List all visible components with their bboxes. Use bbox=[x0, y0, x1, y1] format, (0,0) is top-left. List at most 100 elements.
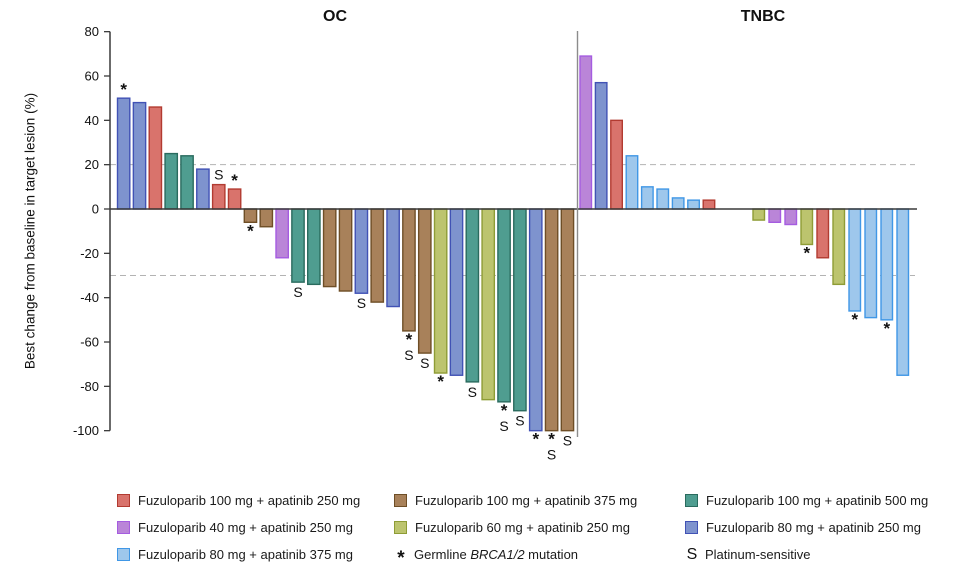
y-tick-label: -20 bbox=[80, 246, 99, 261]
legend-item: S Platinum-sensitive bbox=[685, 541, 928, 568]
brca-mutation-marker: * bbox=[851, 310, 858, 329]
legend-label: Germline BRCA1/2 mutation bbox=[414, 547, 579, 562]
bar bbox=[449, 208, 464, 376]
bar bbox=[832, 208, 846, 286]
y-tick-label: 40 bbox=[85, 113, 99, 128]
brca-mutation-marker: * bbox=[532, 430, 539, 449]
legend-swatch-red-icon bbox=[117, 494, 130, 507]
bar bbox=[768, 208, 782, 224]
platinum-sensitive-marker: S bbox=[515, 413, 524, 429]
legend-item: Fuzuloparib 100 mg + apatinib 250 mg bbox=[117, 487, 360, 514]
bar bbox=[880, 208, 894, 321]
y-tick-label: 0 bbox=[92, 202, 99, 217]
brca-mutation-marker: * bbox=[548, 430, 555, 449]
bar bbox=[291, 208, 305, 283]
bar bbox=[816, 208, 830, 259]
platinum-sensitive-marker: S bbox=[293, 284, 302, 300]
bar bbox=[896, 208, 910, 376]
platinum-sensitive-marker: S bbox=[420, 355, 429, 371]
bar bbox=[579, 55, 593, 210]
legend-swatch-yellowgreen-icon bbox=[394, 521, 407, 534]
platinum-sensitive-marker: S bbox=[499, 418, 508, 434]
legend-swatch-brown-icon bbox=[394, 494, 407, 507]
y-tick-label: 80 bbox=[85, 24, 99, 39]
bar bbox=[227, 188, 242, 210]
legend-column-1: Fuzuloparib 100 mg + apatinib 250 mg Fuz… bbox=[117, 487, 360, 568]
bar bbox=[386, 208, 400, 308]
bar bbox=[784, 208, 798, 226]
brca-mutation-marker: * bbox=[803, 243, 810, 262]
legend-item: Fuzuloparib 60 mg + apatinib 250 mg bbox=[394, 514, 637, 541]
bar bbox=[640, 186, 654, 210]
legend-label: Fuzuloparib 100 mg + apatinib 375 mg bbox=[415, 493, 638, 508]
bar bbox=[417, 208, 432, 354]
brca-mutation-marker: * bbox=[883, 319, 890, 338]
platinum-sensitive-marker: S bbox=[214, 167, 223, 183]
bar bbox=[132, 101, 147, 210]
bar bbox=[164, 152, 179, 210]
bar bbox=[243, 208, 258, 224]
y-axis-label: Best change from baseline in target lesi… bbox=[22, 92, 38, 370]
bar bbox=[370, 208, 385, 303]
legend-column-2: Fuzuloparib 100 mg + apatinib 375 mg Fuz… bbox=[394, 487, 638, 569]
bar bbox=[402, 208, 416, 332]
legend-swatch-slateblue-icon bbox=[685, 521, 698, 534]
brca-mutation-marker: * bbox=[406, 330, 413, 349]
legend-label: Fuzuloparib 80 mg + apatinib 375 mg bbox=[138, 547, 353, 562]
bar bbox=[275, 208, 290, 259]
legend-item: * Germline BRCA1/2 mutation bbox=[394, 541, 637, 569]
bar bbox=[148, 106, 163, 210]
platinum-sensitive-icon: S bbox=[686, 545, 698, 563]
bar bbox=[433, 208, 448, 374]
brca-mutation-marker: * bbox=[501, 401, 508, 420]
legend-label: Platinum-sensitive bbox=[705, 547, 811, 562]
panel-title-oc: OC bbox=[323, 8, 347, 25]
bar bbox=[307, 208, 321, 286]
brca-mutation-marker: * bbox=[247, 221, 254, 240]
bar bbox=[800, 208, 814, 246]
bar bbox=[322, 208, 337, 288]
legend-label: Fuzuloparib 100 mg + apatinib 250 mg bbox=[138, 493, 361, 508]
platinum-sensitive-marker: S bbox=[357, 295, 366, 311]
bar bbox=[180, 155, 194, 210]
legend-swatch-lightblue-icon bbox=[117, 548, 130, 561]
bar bbox=[560, 208, 575, 432]
y-tick-label: -40 bbox=[80, 290, 99, 305]
platinum-sensitive-marker: S bbox=[404, 347, 413, 363]
bar bbox=[338, 208, 353, 292]
bar bbox=[848, 208, 862, 312]
y-tick-label: 60 bbox=[85, 68, 99, 83]
bar bbox=[687, 199, 700, 210]
y-tick-label: 20 bbox=[85, 157, 99, 172]
bar bbox=[864, 208, 878, 319]
bar bbox=[702, 199, 716, 210]
bar bbox=[116, 97, 131, 210]
bar bbox=[196, 168, 210, 210]
bar bbox=[671, 197, 685, 210]
bar bbox=[528, 208, 543, 432]
bar bbox=[259, 208, 274, 228]
bar bbox=[752, 208, 766, 221]
asterisk-icon: * bbox=[397, 547, 405, 569]
brca-mutation-marker: * bbox=[437, 372, 444, 391]
legend-column-3: Fuzuloparib 100 mg + apatinib 500 mg Fuz… bbox=[685, 487, 928, 568]
legend-swatch-purple-icon bbox=[117, 521, 130, 534]
legend-swatch-teal-icon bbox=[685, 494, 698, 507]
legend-item: Fuzuloparib 100 mg + apatinib 500 mg bbox=[685, 487, 928, 514]
bar bbox=[513, 208, 527, 412]
platinum-sensitive-marker: S bbox=[563, 433, 572, 449]
y-tick-label: -80 bbox=[80, 379, 99, 394]
panel-title-tnbc: TNBC bbox=[740, 8, 786, 25]
legend-label: Fuzuloparib 80 mg + apatinib 250 mg bbox=[706, 520, 921, 535]
legend-label: Fuzuloparib 60 mg + apatinib 250 mg bbox=[415, 520, 630, 535]
bar bbox=[211, 183, 226, 210]
bar bbox=[465, 208, 480, 383]
waterfall-chart: *S **SS*SS*S*S S* *SS** *806040200-20-40-60-… bbox=[73, 24, 917, 463]
bar bbox=[656, 188, 670, 210]
brca-mutation-marker: * bbox=[120, 80, 127, 99]
legend-item: Fuzuloparib 80 mg + apatinib 375 mg bbox=[117, 541, 360, 568]
legend-label: Fuzuloparib 100 mg + apatinib 500 mg bbox=[706, 493, 929, 508]
legend-item: Fuzuloparib 80 mg + apatinib 250 mg bbox=[685, 514, 928, 541]
bar bbox=[594, 81, 608, 210]
bar bbox=[497, 208, 511, 403]
